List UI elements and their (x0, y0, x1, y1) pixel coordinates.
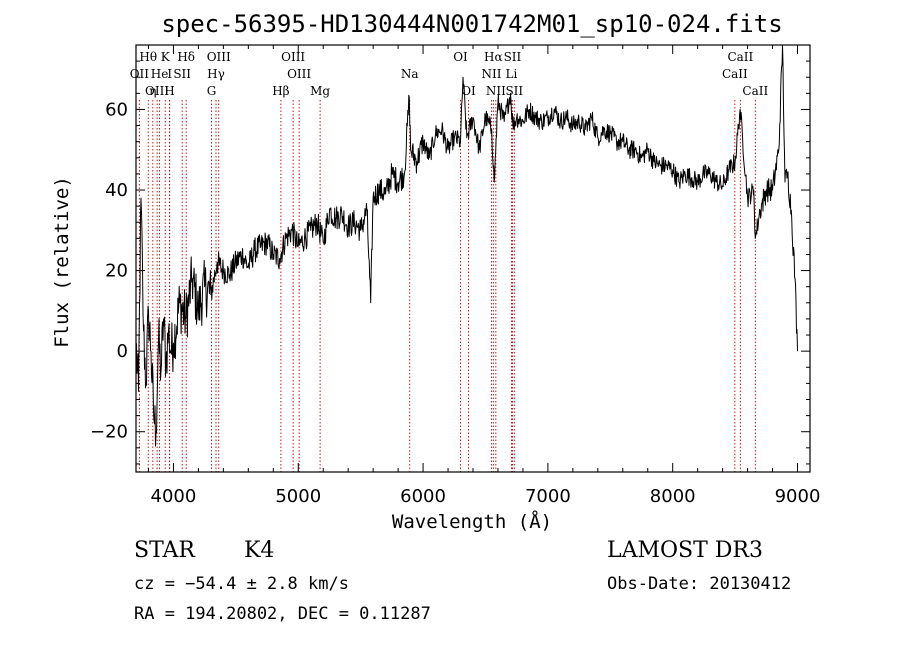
marker-label: Li (506, 67, 518, 81)
x-tick-label: 8000 (650, 486, 696, 507)
x-tick-label: 6000 (400, 486, 446, 507)
x-tick-label: 9000 (775, 486, 821, 507)
marker-label: OI (453, 50, 468, 64)
marker-label: OIII (287, 67, 311, 81)
ra-dec: RA = 194.20802, DEC = 0.11287 (134, 604, 431, 624)
marker-label: He (151, 67, 169, 81)
marker-label: OII (130, 67, 150, 81)
marker-label: CaII (727, 50, 753, 64)
spectral-subclass: K4 (244, 538, 275, 563)
marker-label: CaII (722, 67, 748, 81)
marker-label: SII (173, 67, 191, 81)
x-tick-label: 4000 (151, 486, 197, 507)
marker-label: NII (481, 67, 501, 81)
marker-label: Hγ (207, 67, 225, 81)
marker-label: Hβ (272, 84, 289, 98)
marker-label: Na (401, 67, 419, 81)
marker-label: Hδ (177, 50, 195, 64)
y-tick-label: 60 (105, 99, 128, 120)
axis-ticks: 4000 5000 6000 7000 8000 9000 −20 0 20 40 60 (90, 44, 821, 507)
y-tick-label: 40 (105, 180, 128, 201)
observation-date: Obs-Date: 20130412 (607, 574, 792, 594)
y-tick-label: 0 (117, 341, 128, 362)
chart-title: spec-56395-HD130444N001742M01_sp10-024.f… (161, 10, 782, 38)
marker-label: OIII (207, 50, 231, 64)
y-tick-label: −20 (90, 422, 128, 443)
x-tick-label: 7000 (525, 486, 571, 507)
object-class: STAR (134, 538, 195, 563)
marker-label: I (167, 67, 172, 81)
spectrum-line (135, 44, 798, 447)
marker-label: K (161, 50, 171, 64)
marker-label: SII (505, 84, 523, 98)
marker-label: NII (486, 84, 506, 98)
marker-label: Mg (310, 84, 330, 98)
marker-label: CaII (742, 84, 768, 98)
marker-label: H (164, 84, 174, 98)
x-axis-label: Wavelength (Å) (392, 510, 552, 533)
marker-label: G (207, 84, 217, 98)
survey-name: LAMOST DR3 (607, 538, 763, 563)
marker-label: OIII (145, 84, 169, 98)
marker-label: η (149, 84, 156, 98)
x-tick-label: 5000 (275, 486, 321, 507)
marker-label: Hα (484, 50, 503, 64)
marker-label: OIII (281, 50, 305, 64)
marker-label: SII (504, 50, 522, 64)
y-tick-label: 20 (105, 261, 128, 282)
spectrum-series (135, 44, 798, 447)
marker-label: Hθ (139, 50, 157, 64)
y-axis-label: Flux (relative) (51, 176, 73, 348)
redshift-cz: cz = −54.4 ± 2.8 km/s (134, 574, 349, 594)
